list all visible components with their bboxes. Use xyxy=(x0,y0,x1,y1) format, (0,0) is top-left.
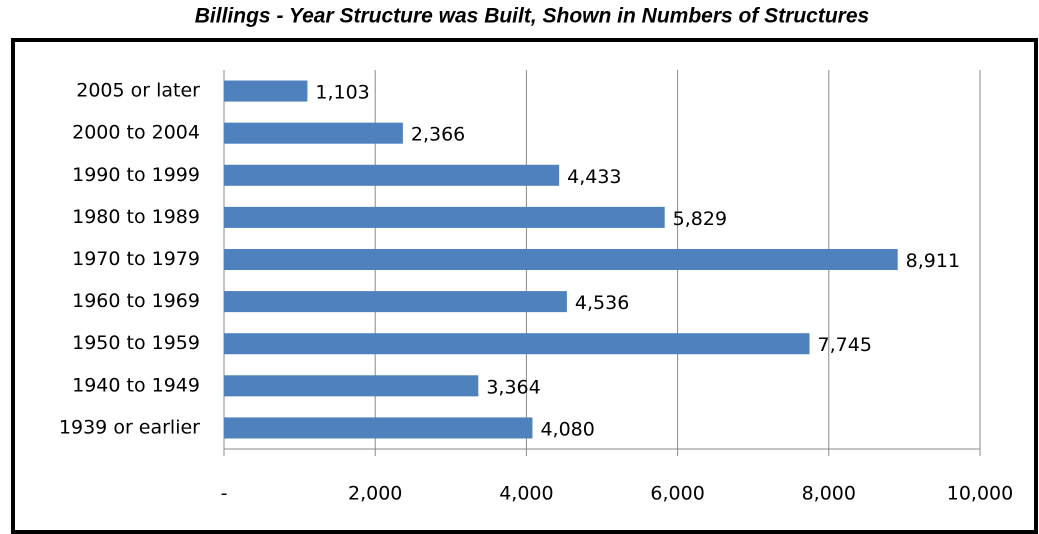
x-tick-label: 6,000 xyxy=(650,483,704,505)
y-tick-label: 1950 to 1959 xyxy=(72,332,200,354)
x-tick-label: - xyxy=(221,483,228,505)
bar xyxy=(224,375,479,397)
y-tick-label: 1980 to 1989 xyxy=(72,206,200,228)
data-label: 5,829 xyxy=(673,208,727,230)
data-label: 4,536 xyxy=(575,292,629,314)
data-label: 7,745 xyxy=(818,334,872,356)
chart-frame xyxy=(11,38,1038,534)
bar xyxy=(224,291,567,313)
bar xyxy=(224,333,810,355)
chart-title: Billings - Year Structure was Built, Sho… xyxy=(195,5,869,28)
y-tick-label: 1990 to 1999 xyxy=(72,164,200,186)
y-tick-label: 2005 or later xyxy=(76,80,200,102)
data-label: 8,911 xyxy=(906,250,960,272)
y-tick-label: 1940 to 1949 xyxy=(72,374,200,396)
y-tick-label: 1970 to 1979 xyxy=(72,248,200,270)
x-tick-label: 10,000 xyxy=(947,483,1013,505)
x-tick-label: 8,000 xyxy=(802,483,856,505)
x-tick-label: 2,000 xyxy=(348,483,402,505)
data-label: 4,080 xyxy=(540,418,594,440)
bar xyxy=(224,164,560,186)
x-tick-label: 4,000 xyxy=(499,483,553,505)
bar xyxy=(224,417,533,439)
bar xyxy=(224,206,665,228)
bar xyxy=(224,80,308,102)
data-label: 4,433 xyxy=(567,166,621,188)
y-tick-label: 1960 to 1969 xyxy=(72,290,200,312)
bar xyxy=(224,248,898,271)
y-tick-label: 2000 to 2004 xyxy=(72,122,200,144)
data-label: 1,103 xyxy=(315,82,369,104)
data-label: 3,364 xyxy=(486,376,540,398)
data-label: 2,366 xyxy=(411,124,465,146)
y-tick-label: 1939 or earlier xyxy=(59,416,200,438)
bar xyxy=(224,122,403,144)
